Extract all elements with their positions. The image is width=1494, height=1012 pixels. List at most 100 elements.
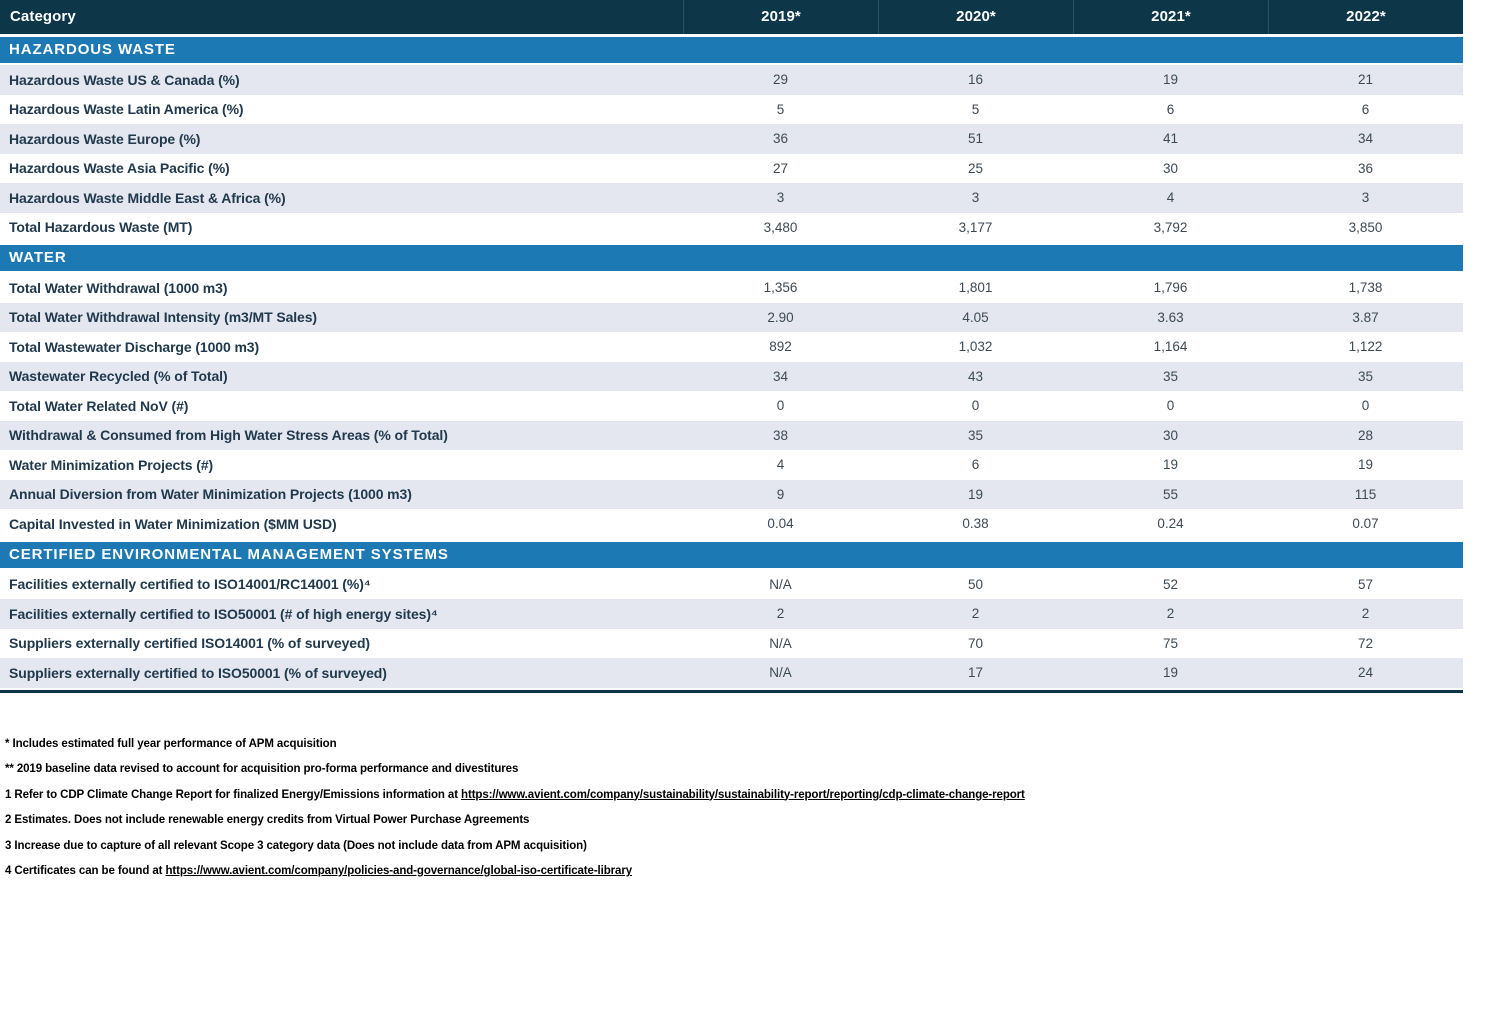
row-value: 0.07 (1352, 516, 1379, 532)
row-value: 16 (967, 72, 984, 88)
row-value: 36 (1357, 160, 1374, 176)
row-value: 3 (1361, 190, 1370, 206)
table-row: Withdrawal & Consumed from High Water St… (0, 420, 1463, 450)
row-value: 35 (967, 427, 984, 443)
row-value: 3,177 (958, 219, 993, 235)
row-label: Suppliers externally certified to ISO500… (9, 664, 387, 681)
column-header-2019: 2019* (683, 0, 878, 34)
row-value: 1,796 (1153, 280, 1188, 296)
column-header-2021: 2021* (1073, 0, 1268, 34)
row-label: Hazardous Waste US & Canada (%) (9, 71, 240, 88)
row-value: 0 (1166, 398, 1175, 414)
row-value: 3.87 (1352, 309, 1379, 325)
row-label: Capital Invested in Water Minimization (… (9, 515, 337, 532)
footnote: 4 Certificates can be found at https://w… (5, 865, 633, 877)
row-label: Hazardous Waste Latin America (%) (9, 101, 244, 118)
row-value: 6 (971, 457, 980, 473)
row-value: 2 (1361, 606, 1370, 622)
row-value: 115 (1354, 486, 1377, 502)
footnote-link[interactable]: https://www.avient.com/company/policies-… (165, 865, 633, 877)
row-value: 3 (971, 190, 980, 206)
row-value: 0.38 (962, 516, 989, 532)
row-value: 19 (1162, 457, 1179, 473)
footnote-link[interactable]: https://www.avient.com/company/sustainab… (461, 788, 1025, 801)
footnote: * Includes estimated full year performan… (5, 737, 337, 750)
table-row: Facilities externally certified to ISO50… (0, 599, 1463, 629)
row-value: 35 (1357, 368, 1374, 384)
row-value: 30 (1162, 427, 1179, 443)
row-value: 0 (1361, 398, 1370, 414)
column-header-category: Category (10, 8, 76, 25)
table-row: Suppliers externally certified ISO14001 … (0, 628, 1463, 658)
row-value: 19 (1162, 665, 1179, 681)
footnote: 1 Refer to CDP Climate Change Report for… (5, 788, 1025, 801)
table-row: Facilities externally certified to ISO14… (0, 569, 1463, 599)
row-value: 6 (1166, 101, 1175, 117)
row-value: 50 (967, 576, 984, 592)
table-row: Capital Invested in Water Minimization (… (0, 509, 1463, 539)
table-row: Total Water Related NoV (#) 0 0 0 0 (0, 391, 1463, 421)
row-value: 17 (967, 665, 984, 681)
row-label: Facilities externally certified to ISO50… (9, 605, 438, 622)
row-value: 2 (1166, 606, 1175, 622)
row-value: 6 (1361, 101, 1370, 117)
row-value: 34 (772, 368, 789, 384)
row-value: 5 (971, 101, 980, 117)
row-value: 72 (1357, 635, 1374, 651)
row-value: 4 (1166, 190, 1175, 206)
row-value: 55 (1162, 486, 1179, 502)
column-header-2022: 2022* (1268, 0, 1463, 34)
row-label: Water Minimization Projects (#) (9, 456, 214, 473)
table-row: Hazardous Waste US & Canada (%) 29 16 19 21 (0, 65, 1463, 95)
row-value: 27 (772, 160, 789, 176)
row-value: N/A (769, 665, 792, 681)
row-value: 29 (772, 72, 789, 88)
footnote: ** 2019 baseline data revised to account… (5, 763, 519, 775)
row-label: Total Water Withdrawal (1000 m3) (9, 279, 228, 296)
row-value: 30 (1162, 160, 1179, 176)
row-value: 1,738 (1348, 280, 1383, 296)
row-value: 57 (1357, 576, 1374, 592)
row-value: 75 (1162, 635, 1179, 651)
section-header-certified-environmental-management-systems: CERTIFIED ENVIRONMENTAL MANAGEMENT SYSTE… (0, 541, 1463, 568)
row-label: Withdrawal & Consumed from High Water St… (9, 427, 448, 444)
row-value: 1,164 (1153, 339, 1188, 355)
row-label: Total Hazardous Waste (MT) (9, 219, 193, 236)
row-value: 3 (776, 190, 785, 206)
row-value: 34 (1357, 131, 1374, 147)
footnotes-block: * Includes estimated full year performan… (5, 738, 1494, 878)
row-value: 2.90 (767, 309, 794, 325)
row-value: 3,850 (1348, 219, 1383, 235)
footnote: 3 Increase due to capture of all relevan… (5, 839, 587, 852)
table-row: Hazardous Waste Europe (%) 36 51 41 34 (0, 124, 1463, 154)
table-row: Total Water Withdrawal (1000 m3) 1,356 1,8… (0, 273, 1463, 303)
row-value: 2 (776, 606, 785, 622)
row-value: 3.63 (1157, 309, 1184, 325)
table-row: Water Minimization Projects (#) 4 6 19 19 (0, 450, 1463, 480)
table-row: Total Wastewater Discharge (1000 m3) 892 1… (0, 332, 1463, 362)
row-label: Hazardous Waste Middle East & Africa (%) (9, 189, 286, 206)
row-value: 19 (1162, 72, 1179, 88)
row-label: Total Wastewater Discharge (1000 m3) (9, 338, 260, 355)
row-value: 0 (776, 398, 785, 414)
environmental-metrics-table: Category 2019* 2020* 2021* 2022* HAZARDO… (0, 0, 1463, 693)
table-row: Hazardous Waste Middle East & Africa (%)… (0, 183, 1463, 213)
row-label: Facilities externally certified to ISO14… (9, 576, 371, 593)
row-value: 0.04 (767, 516, 794, 532)
row-value: 25 (967, 160, 984, 176)
table-row: Wastewater Recycled (% of Total) 34 43 35 35 (0, 361, 1463, 391)
row-value: 21 (1357, 72, 1374, 88)
row-value: 24 (1357, 665, 1374, 681)
row-value: 3,480 (763, 219, 798, 235)
row-value: 3,792 (1153, 219, 1188, 235)
row-value: 28 (1357, 427, 1374, 443)
row-value: 1,801 (958, 280, 993, 296)
row-value: 4.05 (962, 309, 989, 325)
row-value: 9 (776, 486, 785, 502)
table-row: Hazardous Waste Asia Pacific (%) 27 25 30 36 (0, 153, 1463, 183)
row-value: N/A (769, 576, 792, 592)
row-label: Annual Diversion from Water Minimization… (9, 486, 412, 503)
table-bottom-border (0, 689, 1463, 693)
row-value: 41 (1162, 131, 1179, 147)
